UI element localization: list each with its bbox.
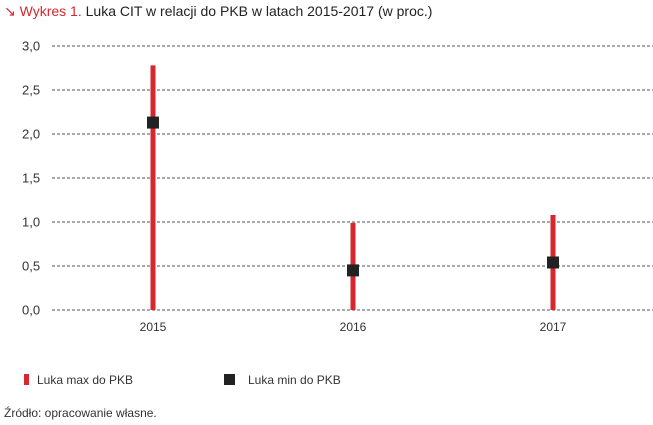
x-category-label: 2017 (540, 320, 567, 334)
x-category-label: 2015 (140, 320, 167, 334)
min-marker (347, 264, 359, 277)
min-marker (547, 256, 559, 269)
y-tick-label: 1,5 (22, 171, 40, 186)
x-category-label: 2016 (340, 320, 367, 334)
y-tick-label: 1,0 (22, 215, 40, 230)
max-bar (150, 65, 156, 310)
chart-title: ↘ Wykres 1. Luka CIT w relacji do PKB w … (4, 3, 432, 20)
y-tick-label: 2,0 (22, 127, 40, 142)
y-axis-ticks: 0,0 0,5 1,0 1,5 2,0 2,5 3,0 (22, 39, 40, 318)
y-tick-label: 0,0 (22, 303, 40, 318)
source-note: Źródło: opracowanie własne. (4, 406, 157, 420)
y-tick-label: 3,0 (22, 39, 40, 54)
min-marker (147, 116, 159, 129)
legend: Luka max do PKB Luka min do PKB (24, 373, 341, 387)
legend-max-label: Luka max do PKB (37, 373, 133, 387)
min-markers (147, 116, 559, 277)
x-axis-categories: 2015 2016 2017 (140, 320, 567, 334)
legend-min-label: Luka min do PKB (248, 373, 341, 387)
chart-title-text: Luka CIT w relacji do PKB w latach 2015-… (85, 3, 433, 19)
chart-title-prefix: ↘ Wykres 1. (4, 3, 82, 19)
legend-min-swatch (224, 374, 235, 385)
y-tick-label: 2,5 (22, 83, 40, 98)
legend-max-swatch (24, 374, 29, 385)
y-tick-label: 0,5 (22, 259, 40, 274)
